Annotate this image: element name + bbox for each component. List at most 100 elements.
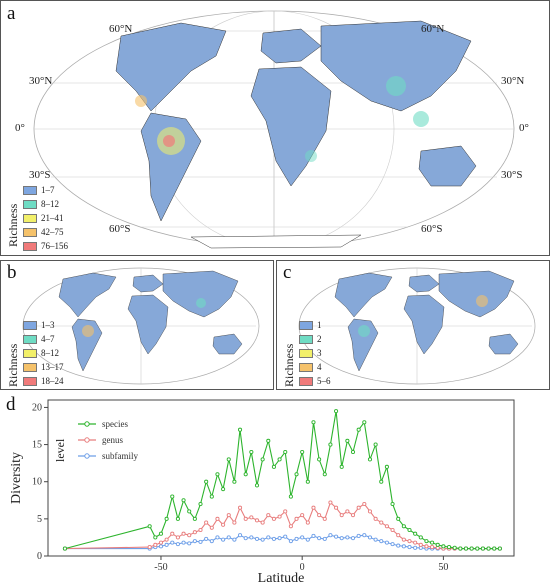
- series-point-genus: [430, 545, 435, 550]
- series-point-genus: [187, 533, 192, 538]
- series-point-genus: [328, 500, 333, 505]
- legend-a-item: 8–12: [23, 198, 68, 210]
- series-point-genus: [345, 509, 350, 514]
- series-point-subfamily: [345, 535, 350, 540]
- series-point-species: [300, 449, 305, 455]
- series-point-subfamily: [221, 537, 226, 542]
- north-america: [115, 22, 227, 112]
- series-point-species: [413, 531, 418, 536]
- series-point-species: [62, 546, 67, 551]
- y-tick-label: 5: [37, 514, 42, 525]
- series-point-genus: [237, 505, 243, 510]
- legend-a-label: 1–7: [41, 185, 55, 195]
- series-point-genus: [215, 516, 220, 521]
- series-point-species: [260, 457, 265, 462]
- legend-b-label: 1–3: [41, 320, 55, 330]
- series-point-subfamily: [271, 536, 276, 541]
- legend-c-label: 2: [317, 334, 322, 344]
- series-point-subfamily: [334, 534, 339, 539]
- series-point-genus: [339, 513, 344, 518]
- series-point-genus: [305, 520, 310, 525]
- legend-b: 1–3 4–7 8–12 13–17 18–24: [23, 319, 64, 389]
- lat-label-30n-right: 30°N: [501, 75, 525, 87]
- europe: [260, 28, 322, 64]
- legend-key-point-genus: [84, 437, 90, 443]
- series-point-species: [407, 527, 412, 533]
- series-point-species: [204, 479, 209, 484]
- map-a-hotspots: [135, 76, 429, 162]
- series-point-species: [288, 494, 293, 499]
- series-point-genus: [334, 505, 339, 510]
- series-point-genus: [350, 513, 356, 518]
- legend-a-title: Richness: [6, 203, 20, 247]
- lat-label-equator-left: 0°: [15, 122, 25, 134]
- legend-label-species: species: [102, 419, 128, 429]
- series-point-species: [221, 487, 226, 492]
- lat-label-60n-left: 60°N: [109, 23, 133, 35]
- series-point-subfamily: [305, 537, 310, 542]
- series-point-species: [232, 479, 237, 484]
- series-point-genus: [158, 540, 164, 545]
- series-point-species: [317, 457, 322, 462]
- legend-a-swatch: [23, 199, 37, 209]
- series-point-genus: [424, 544, 429, 549]
- series-point-subfamily: [294, 536, 299, 541]
- series-point-genus: [243, 516, 248, 521]
- series-point-subfamily: [204, 536, 209, 541]
- legend-a-item: 21–41: [23, 212, 68, 224]
- series-point-species: [328, 442, 333, 447]
- series-point-genus: [418, 542, 423, 547]
- series-point-subfamily: [170, 540, 175, 545]
- legend-b-item: 1–3: [23, 319, 64, 331]
- series-point-genus: [181, 531, 186, 536]
- series-point-species: [226, 457, 231, 462]
- series-point-genus: [260, 520, 265, 525]
- series-point-species: [266, 438, 271, 443]
- series-point-species: [283, 449, 288, 455]
- series-point-species: [271, 464, 276, 469]
- series-point-subfamily: [226, 535, 231, 540]
- y-tick-label: 10: [32, 477, 42, 488]
- y-tick-label: 0: [37, 551, 42, 562]
- series-point-species: [187, 509, 192, 514]
- x-axis-label: Latitude: [258, 571, 305, 586]
- legend-a-label: 76–156: [41, 241, 68, 251]
- series-point-subfamily: [254, 536, 260, 541]
- panel-letter-c: c: [283, 262, 292, 283]
- map-b: [22, 267, 260, 385]
- series-point-subfamily: [266, 535, 271, 540]
- series-point-genus: [300, 513, 305, 518]
- series-point-species: [158, 531, 164, 536]
- series-point-genus: [322, 516, 327, 521]
- series-point-genus: [277, 514, 282, 519]
- series-point-subfamily: [209, 539, 214, 544]
- map-b-continents: [58, 270, 243, 372]
- legend-c-swatch: [299, 376, 313, 386]
- series-point-subfamily: [283, 534, 288, 539]
- series-point-genus: [232, 520, 237, 525]
- legend-c-label: 3: [317, 348, 322, 358]
- series-point-genus: [249, 515, 254, 520]
- legend-a-swatch: [23, 213, 37, 223]
- series-point-genus: [317, 513, 322, 518]
- panel-letter-a: a: [7, 3, 16, 24]
- lat-label-60s-right: 60°S: [421, 223, 443, 235]
- legend-c-swatch: [299, 362, 313, 372]
- series-point-genus: [170, 531, 175, 536]
- legend-a-label: 42–75: [41, 227, 64, 237]
- legend-b-item: 8–12: [23, 347, 64, 359]
- series-point-genus: [226, 513, 231, 518]
- series-point-genus: [373, 516, 378, 521]
- series-point-subfamily: [158, 544, 164, 549]
- legend-c-item: 2: [299, 333, 331, 345]
- legend-c-label: 4: [317, 362, 322, 372]
- series-point-species: [322, 472, 327, 477]
- series-point-species: [475, 546, 480, 551]
- legend-b-label: 13–17: [41, 362, 64, 372]
- series-point-species: [277, 457, 282, 462]
- lat-label-equator-right: 0°: [519, 122, 529, 134]
- series-point-subfamily: [192, 539, 197, 544]
- series-point-genus: [362, 501, 367, 507]
- series-point-subfamily: [232, 537, 237, 542]
- series-point-subfamily: [181, 540, 186, 545]
